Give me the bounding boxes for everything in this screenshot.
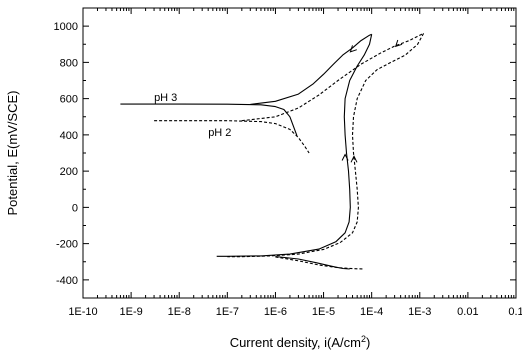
x-axis-title-close: ) [366,335,370,350]
y-axis-ticks: 1000 800 600 400 200 0 -200 -400 [54,7,516,299]
direction-arrow-icon [350,155,358,163]
series-line-ph-2 [275,256,365,270]
x-tick-label: 1E-4 [360,306,383,318]
x-tick-label: 1E-10 [68,306,97,318]
y-tick-label: -400 [56,275,78,287]
x-tick-label: 0.01 [457,306,478,318]
y-tick-label: -200 [56,239,78,251]
x-tick-label: 1E-9 [119,306,142,318]
y-axis-title: Potential, E(mV/SCE) [5,91,20,216]
x-tick-label: 1E-5 [312,306,335,318]
x-tick-label: 1E-3 [408,306,431,318]
direction-arrow-icon [341,153,349,161]
y-tick-label: 200 [60,166,78,178]
curve-label: pH 2 [208,127,231,139]
series-line-ph-2 [154,120,310,154]
x-tick-label: 1E-7 [216,306,239,318]
x-axis-title-superscript: 2 [361,334,366,344]
x-axis-ticks: 1E-10 1E-9 1E-8 1E-7 1E-6 1E-5 1E-4 1E-3 0.01 0.1 [68,8,522,318]
annotation-group: pH 3 pH 2 [154,92,231,139]
x-axis-title: Current density, i(A/cm2) [230,334,371,350]
x-tick-label: 0.1 [508,306,522,318]
x-tick-label: 1E-8 [168,306,191,318]
series-line-ph-3 [120,103,298,136]
curve-label: pH 3 [154,92,177,104]
plot-frame [82,7,517,299]
x-tick-label: 1E-6 [264,306,287,318]
arrow-group [341,39,403,163]
direction-arrow-icon [349,45,357,53]
y-tick-label: 600 [60,94,78,106]
series-line-ph-3 [275,255,350,270]
y-tick-label: 0 [72,202,78,214]
y-tick-label: 800 [60,57,78,69]
direction-arrow-icon [394,39,403,48]
y-tick-label: 400 [60,130,78,142]
series-group [120,32,425,270]
series-line-ph-3 [216,34,373,257]
series-line-ph-2 [241,32,424,122]
series-line-ph-3 [250,33,372,105]
y-tick-label: 1000 [54,21,78,33]
series-line-ph-2 [227,33,425,258]
